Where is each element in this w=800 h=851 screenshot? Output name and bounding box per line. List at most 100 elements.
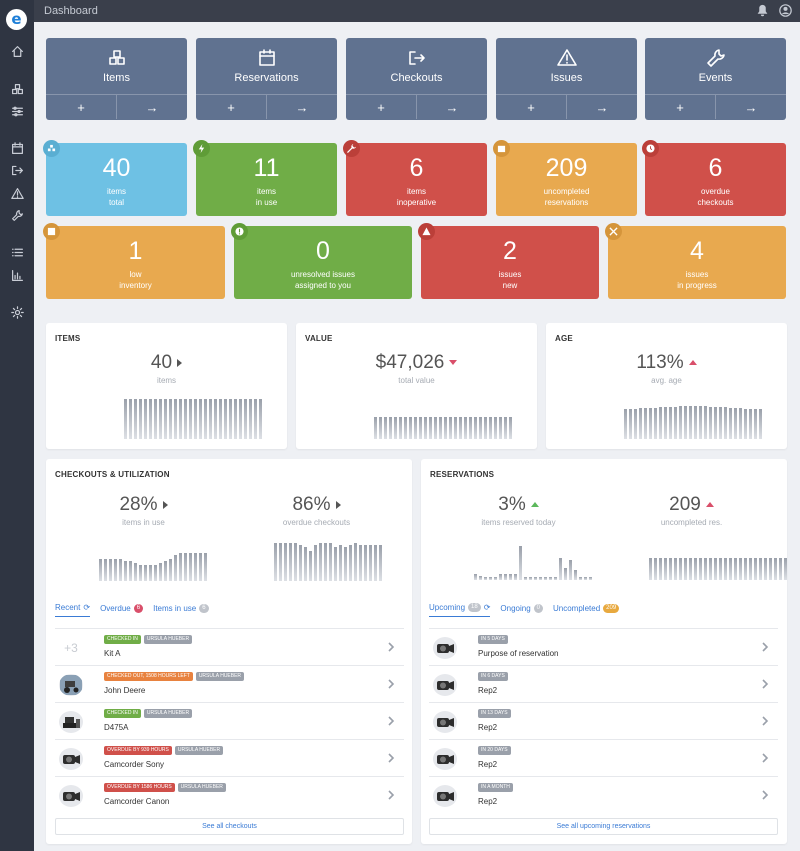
chevron-right-icon[interactable]: [385, 751, 397, 763]
item-thumbnail: [433, 748, 457, 770]
events-tile: Events + →: [645, 38, 786, 120]
uncompleted-res-metric[interactable]: 209 uncompleted res.: [604, 494, 779, 527]
spark-bar: [494, 577, 497, 580]
checkout-row[interactable]: CHECKED OUT, 1508 HOURS LEFT URSULA HUEBE…: [55, 665, 404, 702]
wrench-icon[interactable]: [8, 206, 26, 224]
spark-bar: [439, 417, 442, 439]
checkout-row[interactable]: CHECKED IN URSULA HUEBER D475A: [55, 702, 404, 739]
spark-bar: [284, 543, 287, 581]
home-icon[interactable]: [8, 42, 26, 60]
spark-bar: [499, 417, 502, 439]
app-logo[interactable]: e: [6, 9, 27, 30]
chevron-right-icon[interactable]: [385, 677, 397, 689]
chevron-right-icon[interactable]: [759, 640, 771, 652]
overdue-sparkline: [274, 541, 382, 581]
checkout-row[interactable]: OVERDUE BY 1586 HOURS URSULA HUEBER Camco…: [55, 776, 404, 813]
spark-bar: [664, 407, 667, 439]
chart-icon[interactable]: [8, 266, 26, 284]
add-reservation-button[interactable]: +: [196, 95, 267, 119]
card-title: ITEMS: [55, 334, 81, 343]
go-issues-button[interactable]: →: [595, 99, 609, 115]
go-events-button[interactable]: →: [744, 99, 758, 115]
checkouts-card: CHECKOUTS & UTILIZATION 28% items in use …: [46, 459, 412, 844]
spark-bar: [679, 406, 682, 439]
item-name: Camcorder Canon: [104, 797, 170, 806]
user-avatar-icon[interactable]: [779, 4, 792, 17]
reservation-row[interactable]: IN 20 DAYS Rep2: [429, 739, 778, 776]
spark-bar: [229, 399, 232, 439]
list-icon[interactable]: [8, 243, 26, 261]
checkout-row[interactable]: +3 CHECKED IN URSULA HUEBER Kit A: [55, 628, 404, 665]
stat-issues-new[interactable]: 2 issues new: [418, 223, 599, 299]
spark-bar: [579, 577, 582, 580]
see-all-checkouts-button[interactable]: See all checkouts: [55, 818, 404, 835]
bell-icon[interactable]: [756, 4, 769, 17]
refresh-icon[interactable]: ⟳: [83, 603, 91, 612]
spark-bar: [414, 417, 417, 439]
count-badge: 18: [468, 603, 481, 612]
spark-bar: [399, 417, 402, 439]
see-all-reservations-button[interactable]: See all upcoming reservations: [429, 818, 778, 835]
chevron-right-icon[interactable]: [759, 751, 771, 763]
spark-bar: [189, 399, 192, 439]
spark-bar: [424, 417, 427, 439]
tab-recent[interactable]: Recent ⟳: [55, 603, 91, 617]
boxes-icon[interactable]: [8, 80, 26, 98]
overdue-checkouts-metric[interactable]: 86% overdue checkouts: [229, 494, 404, 527]
reservation-row[interactable]: IN 5 DAYS Purpose of reservation: [429, 628, 778, 665]
chevron-right-icon[interactable]: [759, 788, 771, 800]
chevron-right-icon[interactable]: [759, 677, 771, 689]
add-item-button[interactable]: +: [46, 95, 117, 119]
spark-bar: [169, 399, 172, 439]
tab-upcoming[interactable]: Upcoming 18 ⟳: [429, 603, 491, 617]
items-metric[interactable]: 40 items: [46, 352, 287, 385]
item-name: Kit A: [104, 649, 121, 658]
tab-ongoing[interactable]: Ongoing 0: [500, 603, 543, 617]
chevron-right-icon[interactable]: [385, 640, 397, 652]
spark-bar: [559, 558, 562, 580]
stat-items-in-use[interactable]: 11 items in use: [193, 140, 337, 216]
reserved-today-sparkline: [474, 544, 592, 580]
add-event-button[interactable]: +: [645, 95, 716, 119]
refresh-icon[interactable]: ⟳: [483, 603, 491, 612]
spark-bar: [204, 399, 207, 439]
go-reservations-button[interactable]: →: [295, 99, 309, 115]
stat-overdue-checkouts[interactable]: 6 overdue checkouts: [642, 140, 786, 216]
calendar-icon[interactable]: [8, 139, 26, 157]
checkout-icon[interactable]: [8, 161, 26, 179]
sliders-icon[interactable]: [8, 102, 26, 120]
spark-bar: [459, 417, 462, 439]
gear-icon[interactable]: [8, 303, 26, 321]
metric-label: items: [156, 376, 177, 385]
tab-items-in-use[interactable]: Items in use 6: [153, 603, 209, 617]
stat-items-inoperative[interactable]: 6 items inoperative: [343, 140, 487, 216]
tab-overdue[interactable]: Overdue 6: [100, 603, 144, 617]
stat-issues-in-progress[interactable]: 4 issues in progress: [605, 223, 786, 299]
items-in-use-metric[interactable]: 28% items in use: [56, 494, 231, 527]
chevron-right-icon[interactable]: [385, 788, 397, 800]
checkout-row[interactable]: OVERDUE BY 939 HOURS URSULA HUEBER Camcor…: [55, 739, 404, 776]
reservation-row[interactable]: IN A MONTH Rep2: [429, 776, 778, 813]
chevron-right-icon[interactable]: [759, 714, 771, 726]
stat-low-inventory[interactable]: 1 low inventory: [43, 223, 225, 299]
value-metric[interactable]: $47,026 total value: [296, 352, 537, 385]
add-issue-button[interactable]: +: [496, 95, 567, 119]
tab-uncompleted[interactable]: Uncompleted 209: [553, 603, 620, 617]
spark-bar: [489, 577, 492, 580]
spark-bar: [489, 417, 492, 439]
stat-items-total[interactable]: 40 items total: [43, 140, 187, 216]
metric-value: 28%: [119, 494, 158, 515]
warning-icon[interactable]: [8, 184, 26, 202]
add-checkout-button[interactable]: +: [346, 95, 417, 119]
reservation-row[interactable]: IN 13 DAYS Rep2: [429, 702, 778, 739]
warning-icon: [556, 49, 577, 66]
go-checkouts-button[interactable]: →: [445, 99, 459, 115]
reservation-row[interactable]: IN 6 DAYS Rep2: [429, 665, 778, 702]
stat-uncompleted-reservations[interactable]: 209 uncompleted reservations: [493, 140, 637, 216]
chevron-right-icon[interactable]: [385, 714, 397, 726]
go-items-button[interactable]: →: [145, 99, 159, 115]
stat-unresolved-issues[interactable]: 0 unresolved issues assigned to you: [231, 223, 412, 299]
spark-bar: [404, 417, 407, 439]
age-metric[interactable]: 113% avg. age: [546, 352, 787, 385]
reserved-today-metric[interactable]: 3% items reserved today: [431, 494, 606, 527]
